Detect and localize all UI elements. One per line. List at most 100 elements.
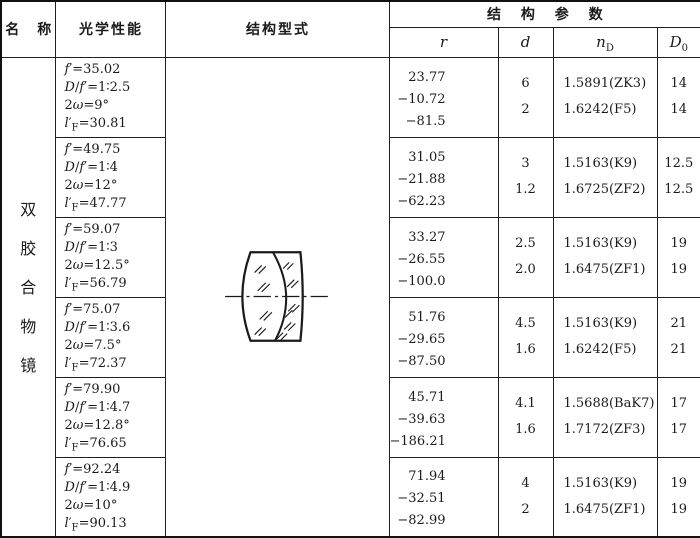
cemented-doublet-lens-icon [225,250,329,342]
d-value: 2 [521,501,530,517]
focal-length-value: f′=92.24 [64,461,121,477]
column-header-d0: D0 [656,26,700,58]
performance-cell: f′=92.24 D/f′=1∶4.9 2ω=10° l′F=90.13 [54,456,166,538]
d-value: 2.5 [515,236,536,251]
spec-row-1: 双 胶 合 物 镜 f′=35.02 D/f′=1∶2.5 2ω=9° l′F=… [0,56,700,538]
d-value: 4.5 [515,316,536,331]
r-value: 31.05 [408,149,446,165]
aperture-diameter-value: 19 [670,501,688,517]
nd-cell: 1.5163(K9) 1.6725(ZF2) [552,136,658,218]
d-value: 3 [521,156,530,171]
field-angle-value: 2ω=12° [64,178,118,194]
d-value: 2 [521,102,530,117]
refractive-index-value: 1.5163(K9) [563,156,638,171]
aperture-diameter-value: 19 [670,475,688,491]
refractive-index-value: 1.6475(ZF1) [563,262,646,277]
refractive-index-value: 1.5163(K9) [563,236,638,251]
aperture-ratio-value: D/f′=1∶3.6 [64,319,131,335]
nd-cell: 1.5163(K9) 1.6475(ZF1) [552,456,658,538]
performance-cell: f′=59.07 D/f′=1∶3 2ω=12.5° l′F=56.79 [54,216,166,298]
d-cell: 4.1 1.6 [497,376,554,458]
aperture-diameter-value: 14 [670,76,688,91]
aperture-ratio-value: D/f′=1∶4.9 [64,479,131,495]
spec-row-4: f′=75.07 D/f′=1∶3.6 2ω=7.5° l′F=72.37 51… [1,296,700,378]
field-angle-value: 2ω=7.5° [64,338,122,354]
r-cell: 51.76 −29.65 −87.50 [388,296,499,378]
aperture-ratio-value: D/f′=1∶2.5 [64,79,131,95]
aperture-diameter-value: 17 [670,396,688,411]
focal-length-value: f′=59.07 [64,221,121,237]
performance-cell: f′=75.07 D/f′=1∶3.6 2ω=7.5° l′F=72.37 [54,296,166,378]
aperture-diameter-value: 12.5 [664,156,694,171]
column-header-nd: nD [552,26,658,58]
d-cell: 4 2 [497,456,554,538]
back-focus-value: l′F=47.77 [64,196,127,215]
structure-type-cell [164,56,390,538]
r-value: −29.65 [397,331,446,347]
back-focus-value: l′F=56.79 [64,276,127,295]
name-char: 胶 [20,238,37,258]
r-value: 33.27 [408,229,446,245]
d-cell: 3 1.2 [497,136,554,218]
aperture-diameter-value: 21 [670,316,688,331]
aperture-diameter-value: 19 [670,236,688,251]
refractive-index-value: 1.5163(K9) [563,475,638,491]
spec-row-2: f′=49.75 D/f′=1∶4 2ω=12° l′F=47.77 31.05… [1,136,700,218]
d-value: 4 [521,475,530,491]
d0-cell: 19 19 [656,456,700,538]
aperture-ratio-value: D/f′=1∶3 [64,239,118,255]
r-cell: 31.05 −21.88 −62.23 [388,136,499,218]
r-value: 23.77 [408,69,446,85]
r-value: −26.55 [397,251,446,267]
field-angle-value: 2ω=12.8° [64,418,130,434]
column-header-structure-params: 结 构 参 数 [388,0,700,28]
lens-outline [241,250,304,342]
back-focus-value: l′F=76.65 [64,436,127,455]
d-value: 1.2 [515,182,536,197]
field-angle-value: 2ω=9° [64,98,110,114]
d-value: 1.6 [515,342,536,357]
refractive-index-value: 1.6725(ZF2) [563,182,646,197]
refractive-index-value: 1.6242(F5) [563,102,637,117]
r-value: −81.5 [405,113,446,129]
refractive-index-value: 1.5688(BaK7) [563,396,655,411]
performance-cell: f′=49.75 D/f′=1∶4 2ω=12° l′F=47.77 [54,136,166,218]
d0-cell: 19 19 [656,216,700,298]
column-header-structure-type: 结构型式 [164,0,390,58]
aperture-ratio-value: D/f′=1∶4 [64,159,118,175]
d0-cell: 17 17 [656,376,700,458]
spec-row-3: f′=59.07 D/f′=1∶3 2ω=12.5° l′F=56.79 33.… [1,216,700,298]
aperture-diameter-value: 21 [670,342,688,357]
column-header-d: d [497,26,554,58]
focal-length-value: f′=75.07 [64,301,121,317]
d0-cell: 12.5 12.5 [656,136,700,218]
r-value: −62.23 [397,193,446,209]
nd-cell: 1.5163(K9) 1.6242(F5) [552,296,658,378]
r-cell: 45.71 −39.63 −186.21 [388,376,499,458]
d-cell: 6 2 [497,56,554,138]
r-value: 45.71 [408,389,446,405]
d-cell: 2.5 2.0 [497,216,554,298]
r-cell: 33.27 −26.55 −100.0 [388,216,499,298]
focal-length-value: f′=35.02 [64,61,121,77]
aperture-diameter-value: 17 [670,422,688,437]
r-value: −186.21 [389,433,446,449]
name-char: 物 [20,316,37,336]
vertical-name-label: 双 胶 合 物 镜 [2,58,55,537]
back-focus-value: l′F=72.37 [64,356,127,375]
aperture-ratio-value: D/f′=1∶4.7 [64,399,131,415]
performance-cell: f′=79.90 D/f′=1∶4.7 2ω=12.8° l′F=76.65 [54,376,166,458]
d-value: 2.0 [515,262,536,277]
column-header-r: r [388,26,499,58]
r-value: −100.0 [397,273,446,289]
refractive-index-value: 1.5891(ZK3) [563,76,647,91]
spec-row-6: f′=92.24 D/f′=1∶4.9 2ω=10° l′F=90.13 71.… [1,456,700,538]
focal-length-value: f′=79.90 [64,381,121,397]
r-value: −87.50 [397,353,446,369]
r-value: −21.88 [397,171,446,187]
performance-cell: f′=35.02 D/f′=1∶2.5 2ω=9° l′F=30.81 [54,56,166,138]
focal-length-value: f′=49.75 [64,141,121,157]
column-header-optical-performance: 光学性能 [54,0,166,58]
